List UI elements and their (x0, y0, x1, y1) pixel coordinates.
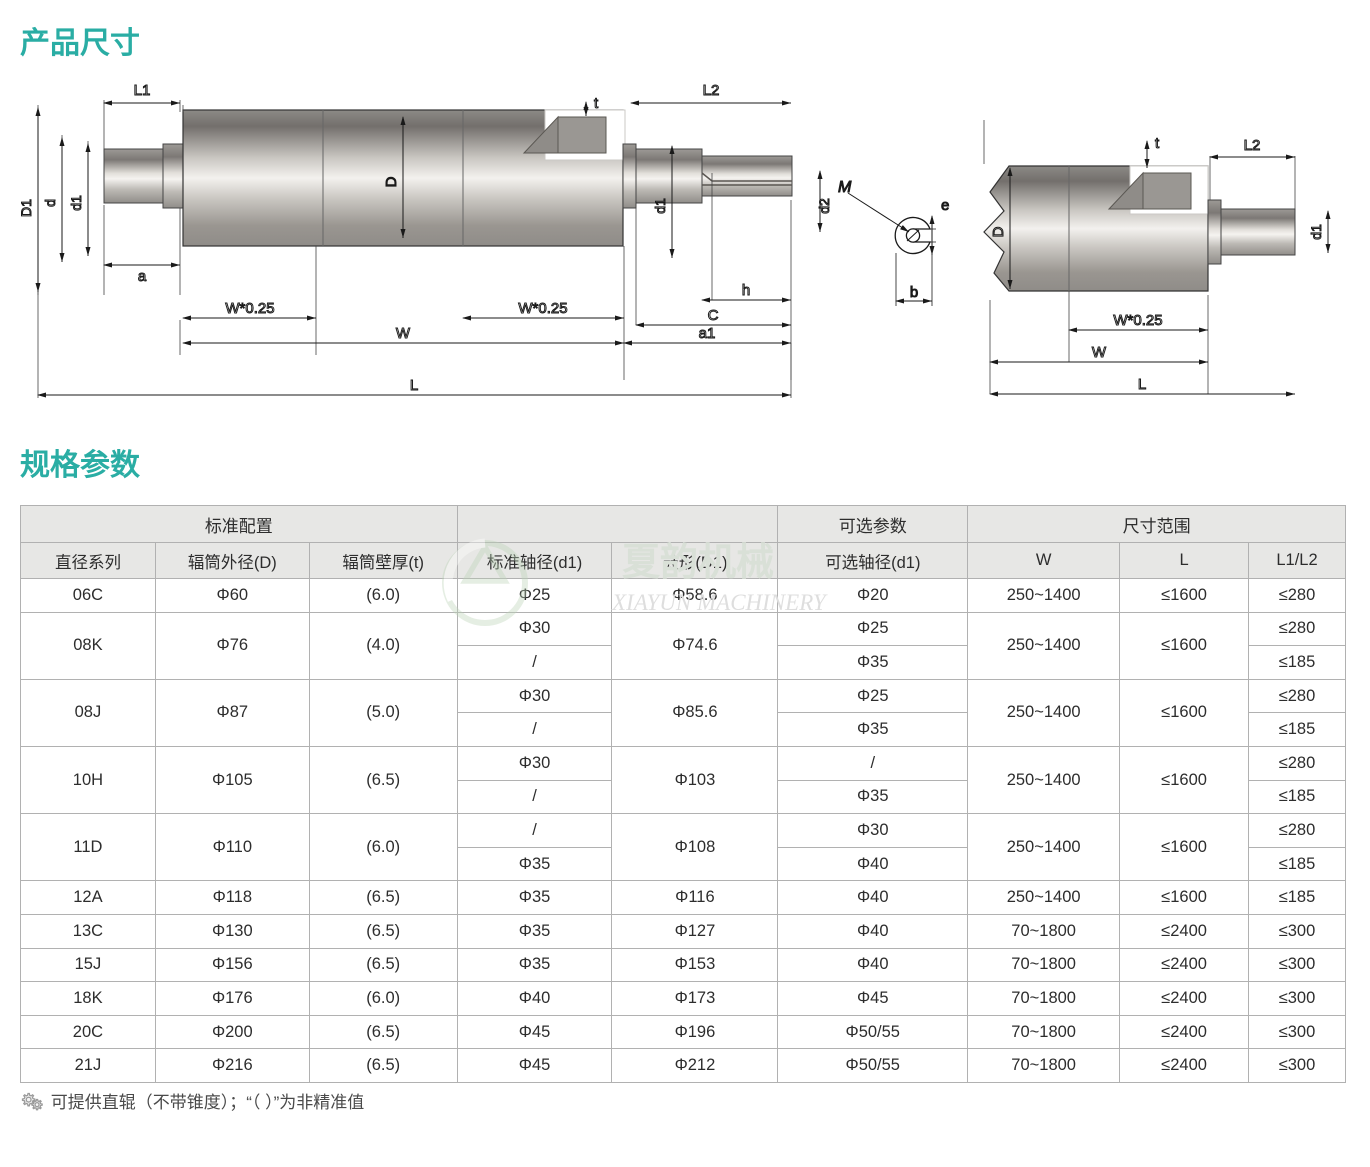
svg-text:a: a (138, 268, 147, 285)
svg-text:W*0.25: W*0.25 (1113, 312, 1162, 329)
svg-text:e: e (941, 197, 949, 214)
svg-text:L2: L2 (1244, 137, 1261, 154)
svg-text:t: t (1155, 135, 1160, 152)
svg-text:W: W (396, 325, 411, 342)
svg-text:C: C (708, 307, 719, 324)
svg-text:L: L (1138, 376, 1146, 393)
svg-text:b: b (910, 284, 918, 301)
svg-text:d2: d2 (816, 198, 832, 214)
svg-text:W: W (1092, 344, 1107, 361)
svg-text:M: M (838, 179, 852, 196)
svg-text:L: L (410, 377, 418, 394)
svg-text:L2: L2 (703, 82, 720, 99)
svg-text:W*0.25: W*0.25 (518, 300, 567, 317)
svg-text:d1: d1 (1308, 224, 1324, 240)
svg-text:d: d (42, 199, 58, 207)
svg-text:a1: a1 (699, 325, 716, 342)
svg-text:L1: L1 (134, 82, 151, 99)
svg-text:d1: d1 (652, 198, 668, 214)
svg-text:d1: d1 (68, 195, 84, 211)
svg-text:D: D (383, 176, 400, 187)
svg-text:D1: D1 (18, 199, 34, 217)
svg-text:W*0.25: W*0.25 (225, 300, 274, 317)
svg-text:D: D (990, 226, 1007, 237)
svg-text:h: h (742, 282, 750, 299)
